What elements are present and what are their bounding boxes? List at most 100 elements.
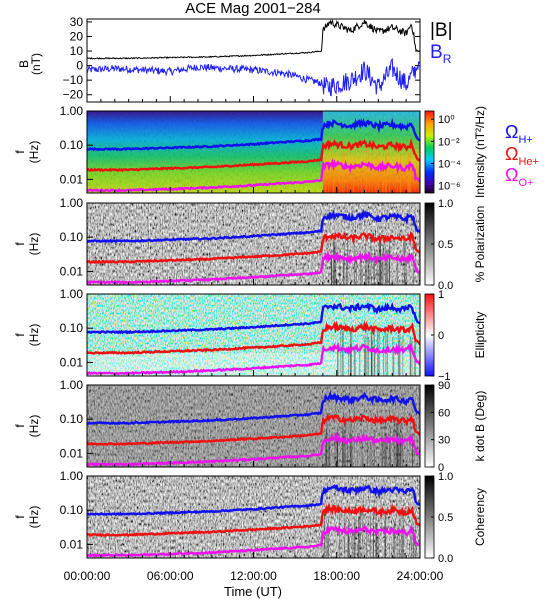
gyro-line-hplus (87, 483, 420, 517)
x-tick-label: 24:00:00 (397, 569, 444, 583)
freq-tick-label: 1.00 (60, 287, 84, 301)
x-tick-label: 06:00:00 (147, 569, 194, 583)
br-series-line (87, 57, 420, 97)
legend-h: ΩH+ (505, 122, 533, 146)
colorbar-label-ellipticity: Ellipticity (473, 312, 487, 359)
panel-polarization: 1.00 0.10 0.01 f (Hz) 1.0 0.5 0.0 % Polarization (13, 196, 487, 292)
gyro-legend: ΩH+ ΩHe+ ΩO+ (505, 122, 539, 189)
freq-ylabel-top: f (13, 515, 27, 519)
freq-ylabel-bottom: (Hz) (27, 506, 41, 529)
panel-intensity-image (87, 111, 420, 193)
legend-br: BR (430, 42, 452, 66)
gyro-line-heplus (87, 502, 420, 538)
freq-tick-label: 0.10 (60, 412, 84, 426)
colorbar-label-coherency: Coherency (473, 488, 487, 546)
colorbar-tick-label: 90 (438, 380, 450, 392)
x-tick-labels: 00:00:00 06:00:00 12:00:00 18:00:00 24:00:00 (64, 569, 444, 583)
freq-tick-label: 0.10 (60, 321, 84, 335)
freq-tick-label: 1.00 (60, 378, 84, 392)
freq-tick-label: 0.10 (60, 503, 84, 517)
freq-ylabel-top: f (13, 333, 27, 337)
freq-ylabel-bottom: (Hz) (27, 324, 41, 347)
legend-o-base: Ω (505, 165, 518, 185)
gyro-line-heplus (87, 320, 420, 355)
freq-tick-label: 1.00 (60, 469, 84, 483)
freq-tick-label: 0.10 (60, 230, 84, 244)
legend-bmag: |B| (430, 20, 453, 41)
chart-title: ACE Mag 2001−284 (185, 0, 321, 17)
mag-ylabel-top: B (17, 60, 31, 68)
freq-ylabel-top: f (13, 242, 27, 246)
gyro-line-oplus (87, 342, 420, 376)
legend-br-sub: R (443, 52, 452, 66)
freq-ylabel-bottom: (Hz) (27, 233, 41, 256)
mag-y-tick-label: −20 (63, 88, 84, 102)
freq-ylabel-bottom: (Hz) (27, 415, 41, 438)
colorbar-tick-label: −1 (438, 371, 451, 383)
colorbar-tick-label: 0.5 (438, 239, 453, 251)
legend-bmag-label: |B| (430, 20, 453, 41)
colorbar-tick-label: 0.0 (438, 553, 453, 565)
mag-y-tick-label: −10 (63, 73, 84, 87)
freq-ylabel-top: f (13, 424, 27, 428)
freq-tick-label: 0.10 (60, 138, 84, 152)
colorbar-tick-label: 60 (438, 407, 450, 419)
panel-coherency: 1.00 0.10 0.01 f (Hz) 1.0 0.5 0.0 Coherency (13, 469, 487, 565)
gyro-line-hplus (87, 301, 420, 335)
panel-ellipticity: 1.00 0.10 0.01 f (Hz) 1 0 −1 Ellipticity (13, 287, 487, 383)
legend-br-base: B (430, 42, 443, 63)
colorbar-tick-label: 10⁻⁶ (438, 181, 461, 193)
freq-tick-label: 0.01 (60, 172, 84, 186)
panel-polarization-image (87, 203, 420, 285)
mag-panel-frame (86, 18, 421, 103)
colorbar-tick-label: 10⁻⁴ (438, 158, 461, 170)
legend-he-sub: He+ (518, 156, 539, 168)
freq-ylabel-bottom: (Hz) (27, 141, 41, 164)
freq-tick-label: 1.00 (60, 196, 84, 210)
colorbar-tick-label: 1.0 (438, 198, 453, 210)
freq-tick-label: 0.01 (60, 446, 84, 460)
mag-y-tick-label: 0 (76, 59, 83, 73)
mag-ylabel-bottom: (nT) (29, 53, 43, 75)
gyro-line-heplus (87, 231, 420, 265)
gyro-line-heplus (87, 412, 420, 446)
colorbar-tick-label: 0.0 (438, 280, 453, 292)
colorbar-label-intensity: Intensity (nT²/Hz) (473, 106, 487, 198)
gyro-line-hplus (87, 390, 420, 426)
freq-tick-label: 0.01 (60, 264, 84, 278)
mag-y-tick-label: 20 (70, 29, 84, 43)
colorbar-tick-label: 1.0 (438, 471, 453, 483)
gyro-line-oplus (87, 158, 420, 193)
legend-he: ΩHe+ (505, 144, 539, 168)
colorbar-tick-label: 1 (438, 289, 444, 301)
freq-ylabel-top: f (13, 150, 27, 154)
gyro-line-heplus (87, 137, 420, 173)
colorbar-tick-label: 10⁰ (438, 114, 455, 126)
freq-tick-label: 0.01 (60, 355, 84, 369)
mag-legend: |B| BR (430, 20, 453, 66)
x-tick-label: 12:00:00 (230, 569, 277, 583)
colorbar-intensity (424, 110, 435, 194)
colorbar-tick-label: 0 (438, 330, 444, 342)
mag-y-tick-label: 30 (70, 15, 84, 29)
panel-coherency-image (87, 476, 420, 558)
panel-intensity: 1.00 0.10 0.01 f (Hz) 10⁰ 10⁻² 10⁻⁴ 10⁻⁶ Intensit… (13, 104, 487, 198)
colorbar-tick-label: 30 (438, 435, 450, 447)
colorbar-label-polarization: % Polarization (473, 206, 487, 283)
gyro-line-oplus (87, 249, 420, 285)
colorbar-tick-label: 10⁻² (438, 136, 460, 148)
freq-tick-label: 0.01 (60, 537, 84, 551)
gyro-line-hplus (87, 117, 420, 152)
bmag-series-line (87, 19, 420, 60)
panel-kdotb-image (87, 385, 420, 467)
legend-h-base: Ω (505, 122, 518, 142)
legend-o-sub: O+ (518, 177, 533, 189)
mag-y-tick-label: 10 (70, 44, 84, 58)
colorbar-kdotb (424, 384, 435, 468)
legend-he-base: Ω (505, 144, 518, 164)
x-tick-label: 18:00:00 (313, 569, 360, 583)
panel-ellipticity-image (87, 294, 420, 376)
